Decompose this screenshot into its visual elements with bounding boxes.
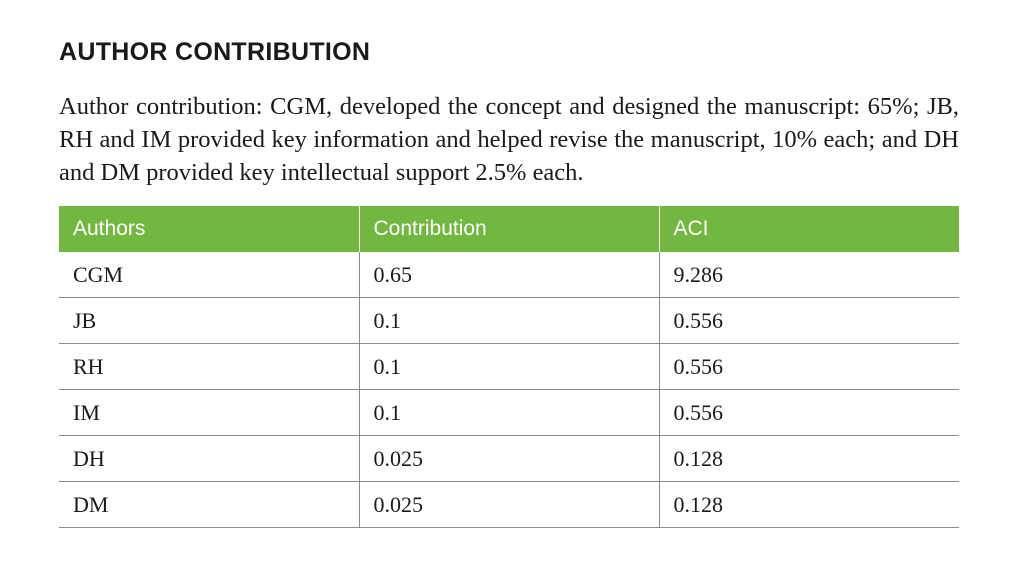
- cell-author: IM: [59, 389, 359, 436]
- cell-author: RH: [59, 343, 359, 390]
- cell-author: JB: [59, 297, 359, 344]
- header-aci: ACI: [658, 206, 959, 252]
- table-row: CGM 0.65 9.286: [59, 252, 959, 298]
- cell-aci: 9.286: [658, 252, 959, 298]
- cell-contribution: 0.1: [358, 343, 659, 390]
- cell-aci: 0.128: [658, 481, 959, 528]
- document-page: AUTHOR CONTRIBUTION Author contribution:…: [59, 32, 959, 528]
- cell-contribution: 0.1: [358, 389, 659, 436]
- cell-author: DH: [59, 435, 359, 482]
- table-row: DM 0.025 0.128: [59, 481, 959, 528]
- cell-author: DM: [59, 481, 359, 528]
- cell-aci: 0.556: [658, 389, 959, 436]
- cell-contribution: 0.025: [358, 435, 659, 482]
- header-authors: Authors: [59, 206, 359, 252]
- table-header: Authors Contribution ACI: [59, 206, 959, 252]
- header-contribution: Contribution: [358, 206, 659, 252]
- header-row: Authors Contribution ACI: [59, 206, 959, 252]
- table-row: RH 0.1 0.556: [59, 343, 959, 390]
- table-row: JB 0.1 0.556: [59, 297, 959, 344]
- cell-aci: 0.556: [658, 343, 959, 390]
- table-body: CGM 0.65 9.286 JB 0.1 0.556 RH 0.1 0.556…: [59, 252, 959, 528]
- section-heading: AUTHOR CONTRIBUTION: [59, 38, 371, 66]
- cell-author: CGM: [59, 252, 359, 298]
- cell-contribution: 0.1: [358, 297, 659, 344]
- cell-contribution: 0.025: [358, 481, 659, 528]
- cell-contribution: 0.65: [358, 252, 659, 298]
- contribution-paragraph: Author contribution: CGM, developed the …: [59, 93, 959, 186]
- table-row: DH 0.025 0.128: [59, 435, 959, 482]
- cell-aci: 0.556: [658, 297, 959, 344]
- table-row: IM 0.1 0.556: [59, 389, 959, 436]
- cell-aci: 0.128: [658, 435, 959, 482]
- contribution-table: Authors Contribution ACI CGM 0.65 9.286 …: [59, 206, 959, 528]
